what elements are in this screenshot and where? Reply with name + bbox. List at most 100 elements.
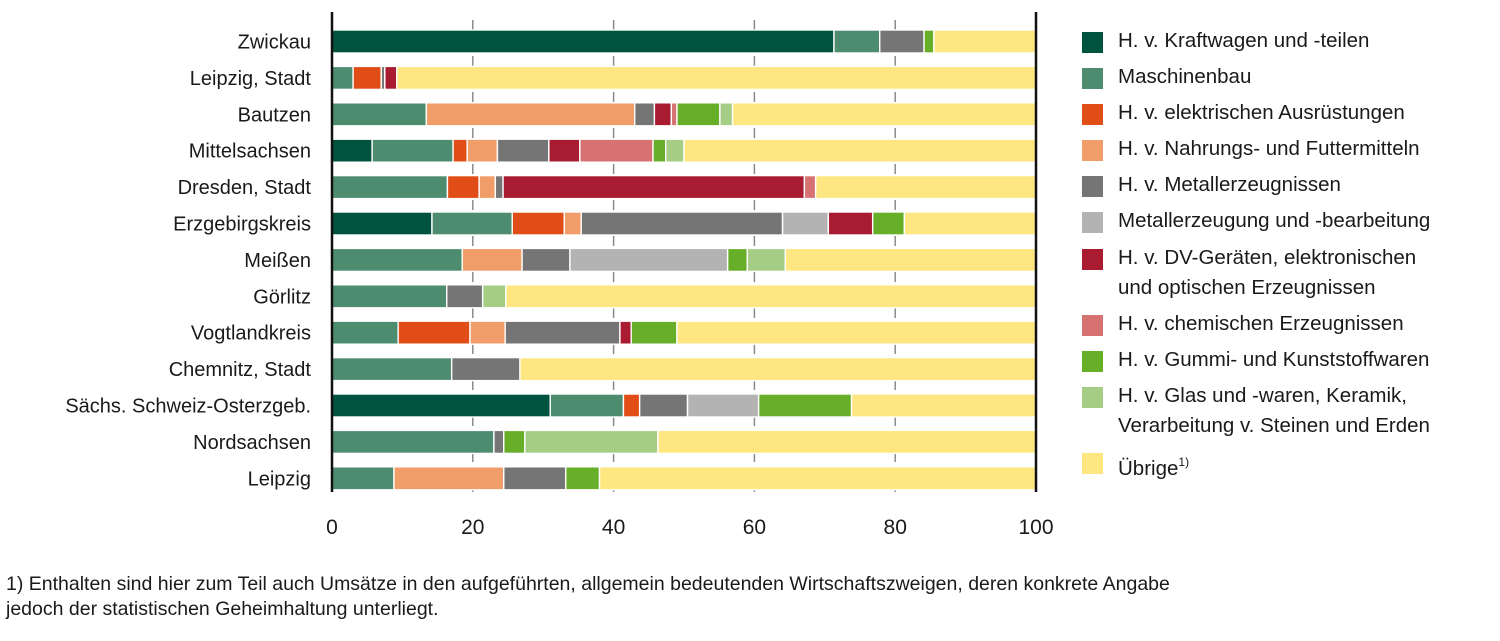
bar-segment [371,138,454,163]
legend-label: H. v. Glas und -waren, Keramik, [1118,383,1407,407]
bar-segment [719,102,734,127]
bar-segment [630,320,678,345]
legend-item: H. v. DV-Geräten, elektronischen und opti… [1082,243,1500,303]
bar-segment [331,284,448,309]
bar-segment [563,211,582,236]
bar-segment [676,320,1037,345]
bar-segment [494,174,504,200]
category-label: Chemnitz, Stadt [169,359,312,381]
legend-label: H. v. Kraftwagen und -teilen [1118,29,1370,52]
bar-segment [686,393,760,418]
x-tick-label: 60 [743,516,766,539]
bar-segment [331,138,373,163]
bar-segment [521,247,571,273]
bar-segment [446,284,484,309]
bar-segment [505,284,1037,309]
bar-segment [503,429,526,455]
bar-segment [502,174,806,200]
bar-segment [431,211,513,236]
bar-segment [478,174,497,200]
bar-segment [331,102,428,127]
legend-item: H. v. elektrischen Ausrüstungen [1082,98,1500,128]
bar-segment [746,247,787,273]
bar-segment [781,211,830,236]
bar-segment [452,138,468,163]
legend-swatch [1082,176,1103,198]
bar-segment [757,393,853,418]
bar-segment [352,65,382,91]
category-label: Leipzig [248,468,311,490]
bar-segment [622,393,641,418]
x-tick-label: 0 [326,516,338,539]
legend-item: H. v. Nahrungs- und Futtermitteln [1082,134,1500,164]
x-tick-label: 80 [884,516,907,539]
legend-label: H. v. Metallerzeugnissen [1118,173,1341,197]
legend-swatch [1082,452,1103,474]
bar-segment [549,393,625,418]
bar-segment [493,429,505,455]
legend-swatch [1082,350,1103,372]
bar-segment [652,138,667,163]
bar-segment [393,466,505,491]
legend-swatch [1082,32,1103,53]
legend-item: H. v. Glas und -waren, Keramik, Verarbeit… [1082,381,1500,441]
bar-segment [850,393,1037,418]
bar-segment [833,29,881,54]
bar-segment [331,466,395,491]
legend-swatch [1082,386,1103,408]
category-label: Meißen [244,250,311,272]
bar-segment [331,174,449,200]
bar-segment [511,211,566,236]
bar-segment [879,29,925,54]
bar-segment [726,247,749,273]
bar-segment [683,138,1037,163]
bar-segment [469,320,506,345]
bar-segment [670,102,678,127]
stacked-bar-chart: Zwickau Leipzig, Stadt Bautzen Mittelsachse… [65,12,1054,539]
legend-swatch [1082,212,1103,234]
legend-item: H. v. Gummi- und Kunststoffwaren [1082,345,1500,375]
bar-segment [496,138,550,163]
legend-swatch [1082,104,1103,126]
bar-segment [598,466,1037,491]
legend-item: H. v. Kraftwagen und -teilen [1082,26,1500,56]
bar-segment [503,466,567,491]
legend-swatch [1082,248,1103,270]
legend-label: Maschinenbau [1118,65,1252,89]
x-tick-label: 40 [602,516,625,539]
bar-segment [446,174,480,200]
category-label: Vogtlandkreis [191,323,311,345]
bar-segment [331,247,463,273]
x-tick-label: 20 [461,516,484,539]
bar-segment [331,429,495,455]
bar-segment [504,320,621,345]
bar-segment [619,320,632,345]
category-label: Mittelsachsen [189,141,311,163]
category-label: Nordsachsen [193,432,311,454]
footnote-line-2: jedoch der statistischen Geheimhaltung u… [6,598,439,620]
bar-segment [481,284,507,309]
bar-segment [331,29,835,54]
legend-label: und optischen Erzeugnissen [1118,275,1376,299]
legend: H. v. Kraftwagen und -teilen Maschinenbau… [1082,26,1500,490]
bar-segment [814,174,1037,200]
bar-segment [676,102,721,127]
legend-item: H. v. Metallerzeugnissen [1082,170,1500,200]
bar-segment [803,174,817,200]
legend-swatch [1082,314,1103,336]
bar-segment [653,102,673,127]
bar-segment [548,138,581,163]
category-label: Dresden, Stadt [178,177,312,199]
bar-segment [331,320,399,345]
bar-segment [397,320,471,345]
bar-segment [634,102,656,127]
footnote-marker: 1) [1178,454,1190,469]
bar-segment [580,211,784,236]
legend-swatch [1082,68,1103,90]
category-label: Zwickau [238,32,311,54]
legend-item: H. v. chemischen Erzeugnissen [1082,309,1500,339]
legend-label: H. v. elektrischen Ausrüstungen [1118,101,1405,125]
legend-label: H. v. chemischen Erzeugnissen [1118,311,1404,335]
bar-segment [579,138,654,163]
bar-segment [903,211,1037,236]
